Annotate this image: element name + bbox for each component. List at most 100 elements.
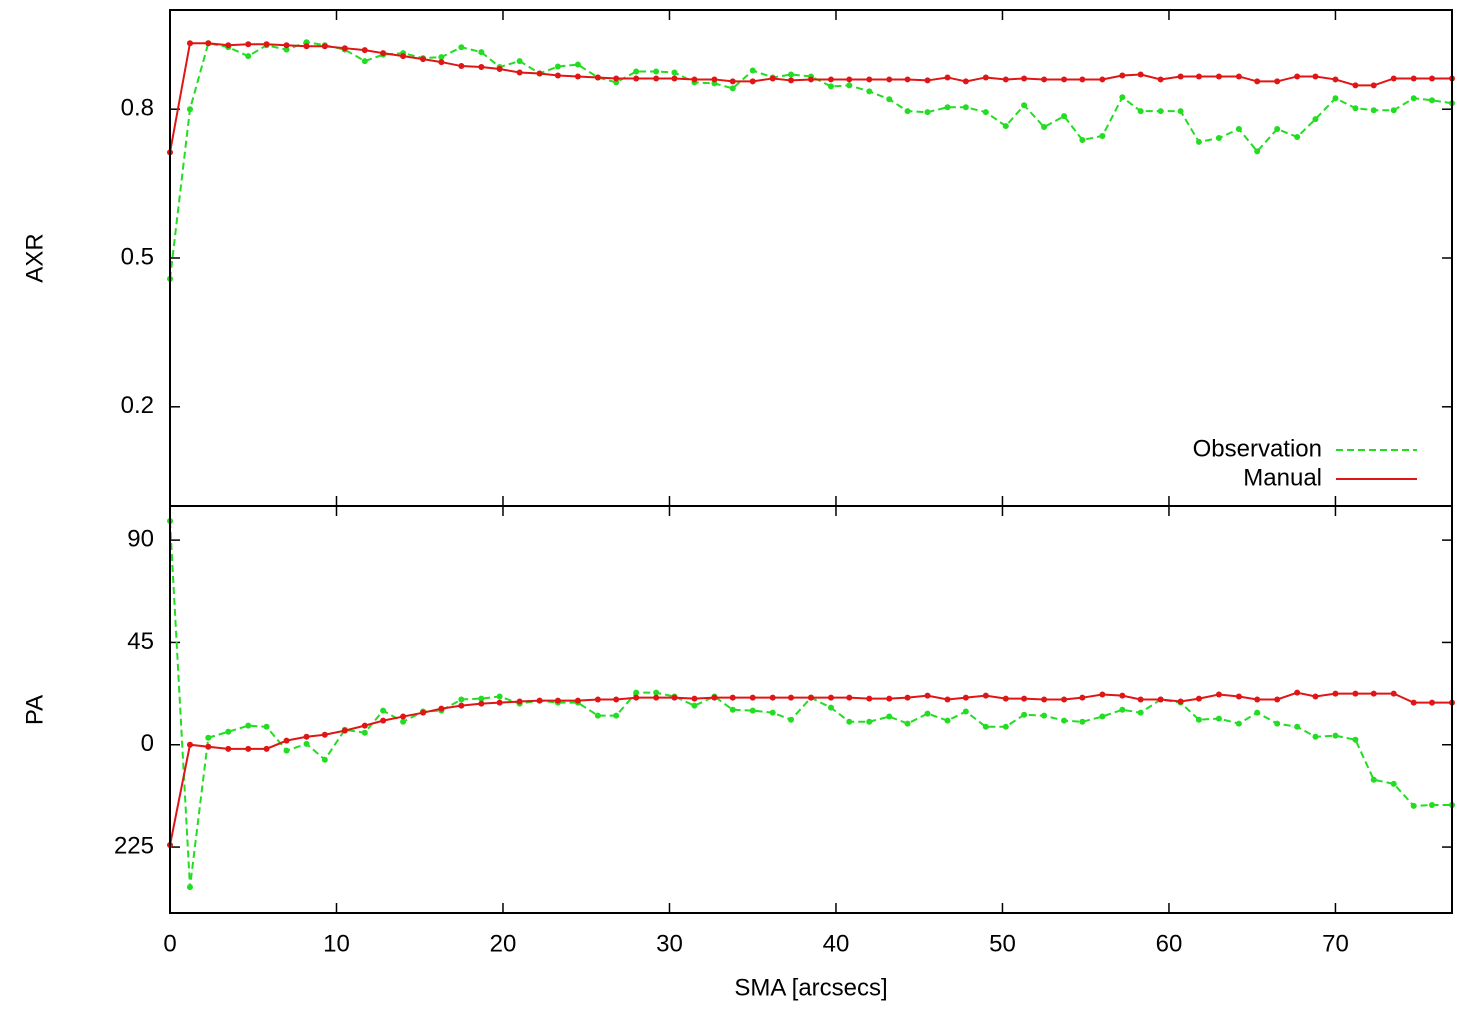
point xyxy=(263,745,270,752)
point xyxy=(496,66,503,73)
point xyxy=(380,707,387,714)
point xyxy=(1312,693,1319,700)
point xyxy=(1195,716,1202,723)
point xyxy=(1235,73,1242,80)
point xyxy=(1215,715,1222,722)
point xyxy=(827,704,834,711)
x-tick-label: 60 xyxy=(1156,930,1183,957)
point xyxy=(536,70,543,77)
point xyxy=(1021,75,1028,82)
x-tick-label: 10 xyxy=(323,930,350,957)
point xyxy=(1429,801,1436,808)
point xyxy=(321,43,328,50)
point xyxy=(827,76,834,83)
point xyxy=(516,69,523,76)
point xyxy=(1294,133,1301,140)
point xyxy=(769,694,776,701)
point xyxy=(245,722,252,729)
point xyxy=(1041,696,1048,703)
point xyxy=(420,56,427,63)
point xyxy=(1061,717,1068,724)
point xyxy=(1235,126,1242,133)
point xyxy=(1332,95,1339,102)
point xyxy=(225,745,232,752)
series-line xyxy=(169,691,1452,846)
point xyxy=(653,694,660,701)
point xyxy=(1021,695,1028,702)
point xyxy=(1332,76,1339,83)
point xyxy=(904,720,911,727)
point xyxy=(380,717,387,724)
point xyxy=(1390,690,1397,697)
point xyxy=(827,694,834,701)
point xyxy=(478,49,485,56)
point xyxy=(1099,713,1106,720)
point xyxy=(1274,696,1281,703)
point xyxy=(729,85,736,92)
point xyxy=(633,68,640,75)
point xyxy=(283,46,290,53)
point xyxy=(846,694,853,701)
point xyxy=(574,697,581,704)
point xyxy=(361,729,368,736)
point xyxy=(711,694,718,701)
point xyxy=(1235,693,1242,700)
point xyxy=(1137,696,1144,703)
point xyxy=(594,696,601,703)
point xyxy=(1177,73,1184,80)
point xyxy=(944,717,951,724)
point xyxy=(594,712,601,719)
point xyxy=(594,74,601,81)
point xyxy=(671,694,678,701)
point xyxy=(788,71,795,78)
point xyxy=(361,47,368,54)
x-tick-label: 50 xyxy=(989,930,1016,957)
point xyxy=(496,693,503,700)
point xyxy=(225,42,232,49)
point xyxy=(1195,695,1202,702)
point xyxy=(1410,75,1417,82)
point xyxy=(886,695,893,702)
point xyxy=(1312,116,1319,123)
point xyxy=(1274,126,1281,133)
point xyxy=(613,75,620,82)
point xyxy=(1254,148,1261,155)
x-tick-label: 20 xyxy=(490,930,517,957)
point xyxy=(1274,78,1281,85)
point xyxy=(1157,76,1164,83)
point xyxy=(1215,134,1222,141)
point xyxy=(633,694,640,701)
point xyxy=(380,50,387,57)
point xyxy=(205,40,212,47)
point xyxy=(283,747,290,754)
point xyxy=(1370,107,1377,114)
point xyxy=(186,106,193,113)
point xyxy=(1235,720,1242,727)
point xyxy=(205,734,212,741)
point xyxy=(962,708,969,715)
point xyxy=(788,694,795,701)
point xyxy=(1041,712,1048,719)
point xyxy=(1137,108,1144,115)
point xyxy=(1119,692,1126,699)
legend-label: Manual xyxy=(1243,464,1322,491)
point xyxy=(1332,690,1339,697)
point xyxy=(1195,73,1202,80)
point xyxy=(186,741,193,748)
point xyxy=(788,77,795,84)
point xyxy=(1137,709,1144,716)
point xyxy=(1002,723,1009,730)
series-line xyxy=(169,520,1452,888)
point xyxy=(361,58,368,65)
point xyxy=(321,756,328,763)
point xyxy=(1041,124,1048,131)
point xyxy=(1352,736,1359,743)
point xyxy=(749,67,756,74)
point xyxy=(769,709,776,716)
point xyxy=(1352,82,1359,89)
point xyxy=(962,78,969,85)
point xyxy=(1079,694,1086,701)
point xyxy=(458,63,465,70)
legend-label: Observation xyxy=(1193,435,1322,462)
point xyxy=(924,710,931,717)
